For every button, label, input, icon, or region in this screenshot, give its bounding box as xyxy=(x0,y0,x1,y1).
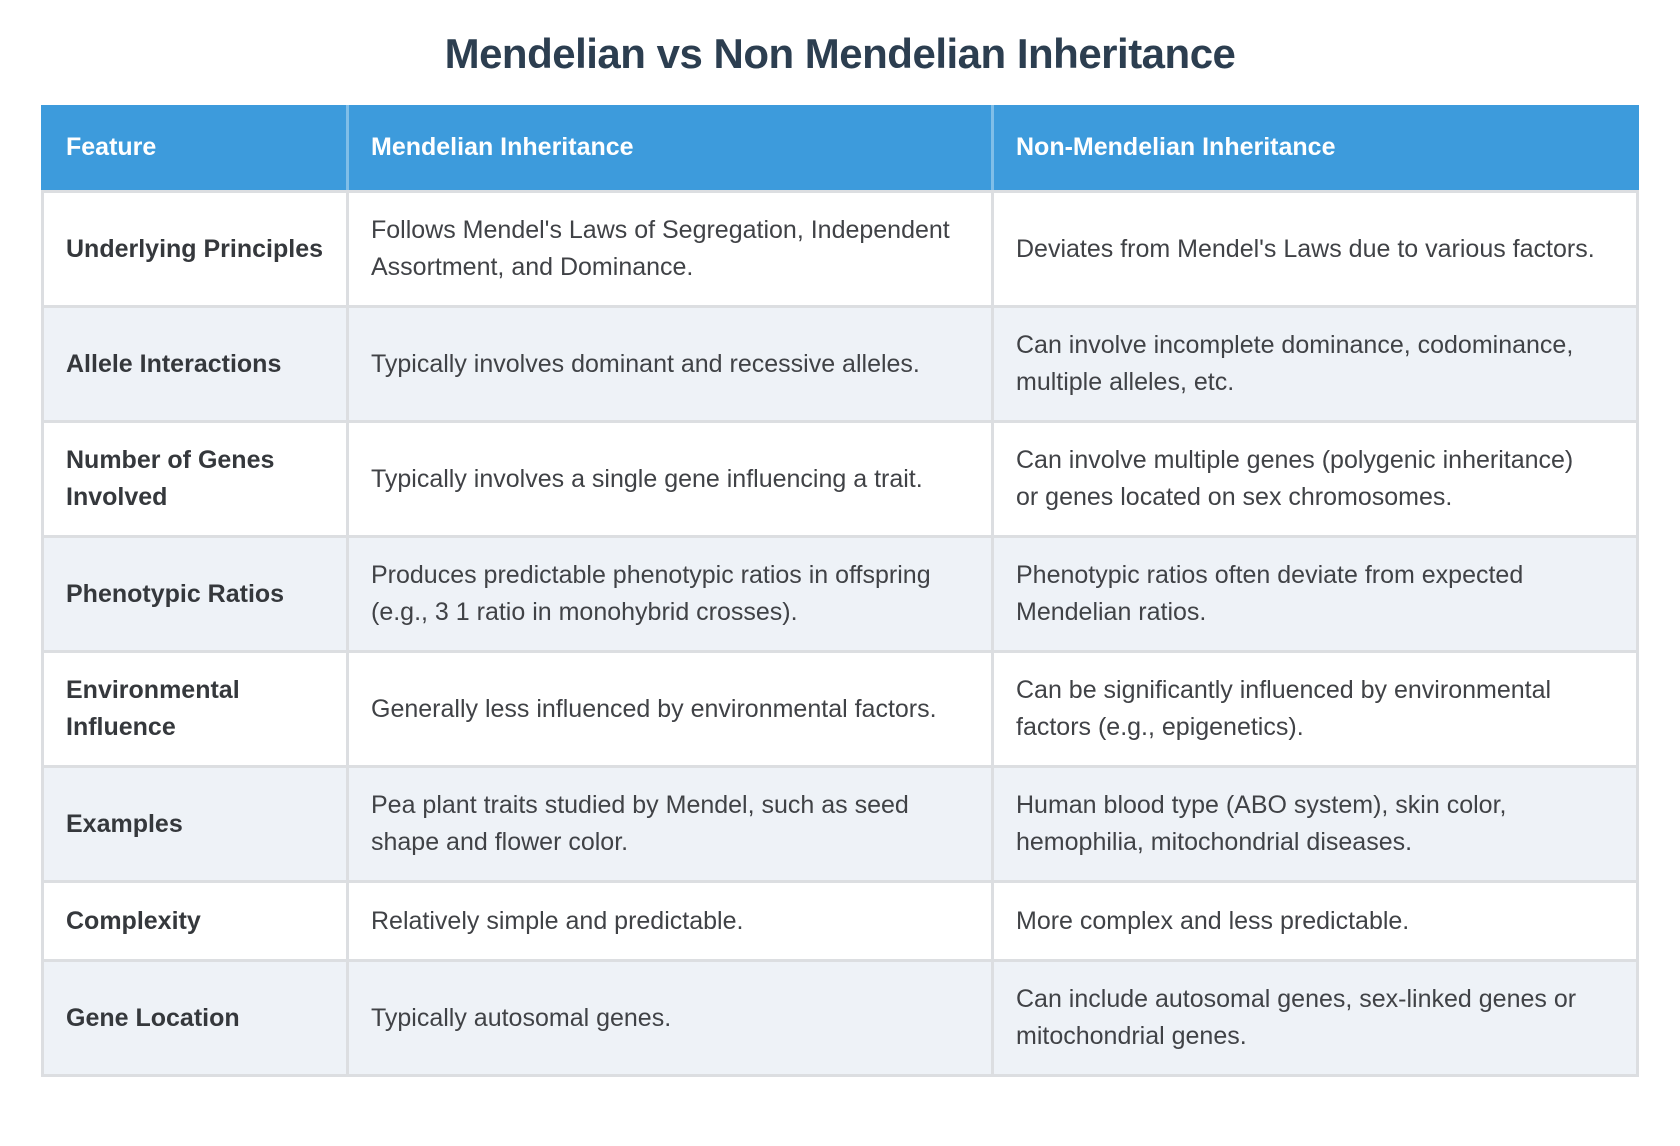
feature-cell: Complexity xyxy=(44,883,346,959)
feature-cell: Phenotypic Ratios xyxy=(44,538,346,650)
page-title: Mendelian vs Non Mendelian Inheritance xyxy=(444,30,1236,77)
non-mendelian-cell: Can include autosomal genes, sex-linked … xyxy=(994,962,1636,1074)
feature-cell: Examples xyxy=(44,768,346,880)
non-mendelian-cell: More complex and less predictable. xyxy=(994,883,1636,959)
non-mendelian-cell: Can be significantly influenced by envir… xyxy=(994,653,1636,765)
feature-cell: Environmental Influence xyxy=(44,653,346,765)
feature-cell: Gene Location xyxy=(44,962,346,1074)
feature-cell: Allele Interactions xyxy=(44,308,346,420)
non-mendelian-cell: Human blood type (ABO system), skin colo… xyxy=(994,768,1636,880)
column-header-mendelian: Mendelian Inheritance xyxy=(346,105,991,190)
mendelian-cell: Follows Mendel's Laws of Segregation, In… xyxy=(349,193,991,305)
non-mendelian-cell: Can involve incomplete dominance, codomi… xyxy=(994,308,1636,420)
mendelian-cell: Typically involves dominant and recessiv… xyxy=(349,308,991,420)
table-body: Underlying Principles Follows Mendel's L… xyxy=(41,190,1639,1077)
mendelian-cell: Produces predictable phenotypic ratios i… xyxy=(349,538,991,650)
mendelian-cell: Typically autosomal genes. xyxy=(349,962,991,1074)
mendelian-cell: Relatively simple and predictable. xyxy=(349,883,991,959)
non-mendelian-cell: Phenotypic ratios often deviate from exp… xyxy=(994,538,1636,650)
table-header-row: Feature Mendelian Inheritance Non-Mendel… xyxy=(41,105,1639,190)
comparison-table: Feature Mendelian Inheritance Non-Mendel… xyxy=(41,105,1639,1077)
mendelian-cell: Pea plant traits studied by Mendel, such… xyxy=(349,768,991,880)
column-header-feature: Feature xyxy=(66,133,157,161)
non-mendelian-cell: Deviates from Mendel's Laws due to vario… xyxy=(994,193,1636,305)
feature-cell: Number of Genes Involved xyxy=(44,423,346,535)
mendelian-cell: Typically involves a single gene influen… xyxy=(349,423,991,535)
mendelian-cell: Generally less influenced by environment… xyxy=(349,653,991,765)
feature-cell: Underlying Principles xyxy=(44,193,346,305)
non-mendelian-cell: Can involve multiple genes (polygenic in… xyxy=(994,423,1636,535)
column-header-non-mendelian: Non-Mendelian Inheritance xyxy=(991,105,1636,190)
